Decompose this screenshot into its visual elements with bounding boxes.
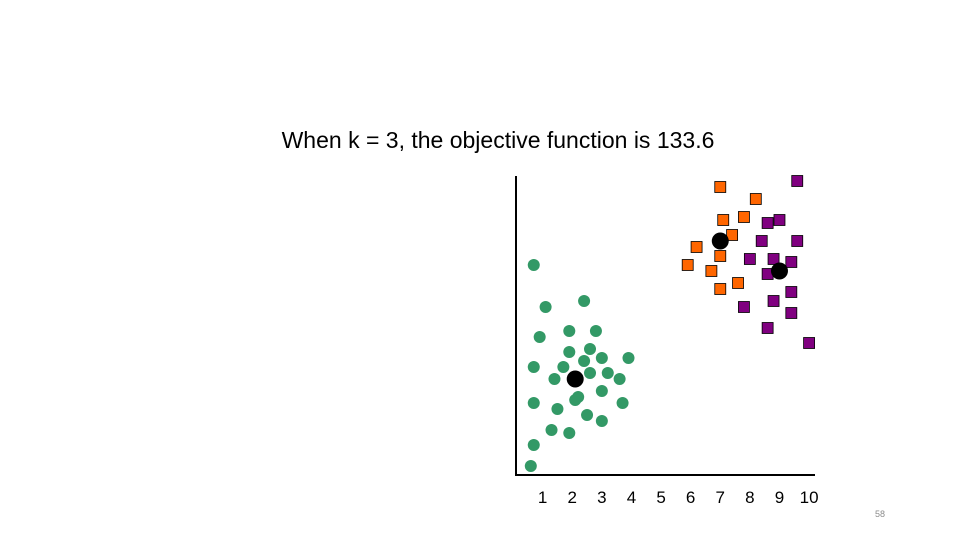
data-point-square [767, 295, 780, 307]
x-tick-label-1: 1 [538, 488, 547, 507]
data-point-circle [581, 409, 594, 421]
data-point-circle [539, 301, 552, 313]
centroid-marker [711, 232, 729, 250]
data-point-circle [533, 331, 546, 343]
x-tick-label-3: 3 [597, 488, 606, 507]
centroid-marker [566, 370, 584, 388]
data-point-circle [563, 325, 576, 337]
data-point-circle [557, 361, 570, 373]
data-point-square [738, 301, 750, 313]
data-point-square [681, 259, 694, 271]
data-point-circle [616, 397, 629, 409]
data-point-square [743, 253, 756, 265]
x-tick-label-10: 10 [800, 488, 819, 507]
data-point-square [803, 337, 815, 349]
data-point-circle [527, 361, 540, 373]
slide-title: When k = 3, the objective function is 13… [281, 127, 715, 153]
data-point-circle [622, 352, 635, 364]
data-point-circle [524, 460, 537, 472]
data-point-square [761, 322, 774, 334]
data-point-square [726, 229, 739, 241]
data-point-square [791, 235, 804, 247]
data-point-circle [613, 373, 626, 385]
data-point-circle [578, 295, 591, 307]
data-points [524, 175, 815, 472]
data-point-circle [548, 373, 561, 385]
data-point-square [732, 277, 744, 289]
data-point-circle [563, 427, 576, 439]
data-point-square [705, 265, 718, 277]
chart-axes [515, 176, 815, 476]
x-tick-label-7: 7 [716, 488, 725, 507]
data-point-square [773, 214, 786, 226]
data-point-circle [545, 424, 558, 436]
data-point-square [714, 250, 727, 262]
x-tick-label-6: 6 [686, 488, 695, 507]
x-tick-label-8: 8 [745, 488, 754, 507]
data-point-circle [578, 355, 591, 367]
data-point-circle [595, 385, 608, 397]
data-point-square [761, 217, 774, 229]
data-point-square [714, 283, 727, 295]
data-point-circle [527, 259, 540, 271]
data-point-circle [527, 439, 540, 451]
data-point-square [767, 253, 780, 265]
data-point-circle [584, 343, 597, 355]
data-point-circle [527, 397, 540, 409]
data-point-square [755, 235, 768, 247]
x-tick-label-4: 4 [627, 488, 636, 507]
centroids [566, 232, 788, 388]
data-point-square [690, 241, 703, 253]
x-tick-label-9: 9 [775, 488, 784, 507]
data-point-square [785, 307, 798, 319]
data-point-square [749, 193, 762, 205]
slide-number: 58 [874, 509, 885, 519]
data-point-circle [584, 367, 597, 379]
data-point-circle [563, 346, 576, 358]
data-point-square [791, 175, 804, 187]
data-point-square [785, 256, 798, 268]
data-point-circle [601, 367, 614, 379]
data-point-circle [569, 394, 582, 406]
data-point-square [714, 181, 727, 193]
data-point-square [717, 214, 730, 226]
data-point-square [785, 286, 798, 298]
centroid-marker [770, 262, 788, 280]
data-point-circle [551, 403, 564, 415]
data-point-circle [589, 325, 602, 337]
x-tick-labels: 1 2 3 4 5 6 7 8 9 10 [538, 488, 819, 507]
data-point-circle [595, 352, 608, 364]
data-point-circle [595, 415, 608, 427]
x-tick-label-5: 5 [656, 488, 665, 507]
x-tick-label-2: 2 [568, 488, 577, 507]
data-point-square [738, 211, 750, 223]
